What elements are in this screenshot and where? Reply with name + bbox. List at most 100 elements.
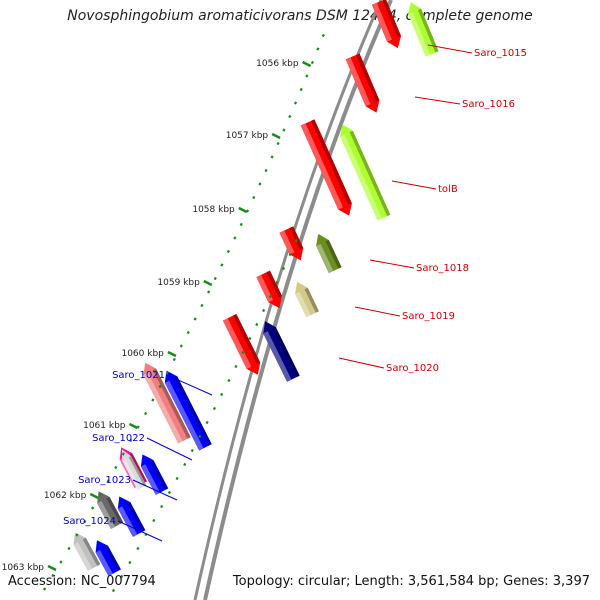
forward-strand-gene-2-body xyxy=(140,454,169,495)
inner-scale-dot xyxy=(275,280,279,285)
scale-dot xyxy=(83,519,87,524)
reverse-strand-gene-2 xyxy=(345,53,380,113)
reverse-strand-gene-6 xyxy=(222,313,261,375)
scale-dot xyxy=(121,452,125,456)
gene-Saro_1019 xyxy=(295,281,319,318)
kbp-tick-mark xyxy=(128,422,139,430)
scale-dot xyxy=(67,546,71,551)
topology-label: Topology: circular; Length: 3,561,584 bp… xyxy=(232,574,590,589)
inner-scale-dot xyxy=(144,532,148,537)
gene-Saro_1024-body xyxy=(73,532,101,571)
kbp-tick-mark xyxy=(271,132,281,140)
label-leader-Saro_1022 xyxy=(146,437,193,461)
inner-scale-dot xyxy=(241,350,245,355)
kbp-tick-mark xyxy=(238,206,248,214)
scale-dot xyxy=(91,506,95,510)
inner-scale-dot xyxy=(234,364,238,369)
gene-label-Saro_1022: Saro_1022 xyxy=(92,433,145,444)
gene-Saro_1018-body xyxy=(316,233,342,274)
kbp-tick-label: 1056 kbp xyxy=(256,59,299,69)
forward-strand-gene-3 xyxy=(117,496,146,537)
kbp-tick-mark xyxy=(302,60,312,68)
kbp-tick-label: 1062 kbp xyxy=(44,491,87,501)
gene-label-tolB: tolB xyxy=(438,184,458,195)
gene-filler-highlight xyxy=(122,459,141,490)
reverse-strand-gene-3-highlight xyxy=(300,123,343,210)
inner-scale-dot xyxy=(198,434,202,439)
gene-label-Saro_1024: Saro_1024 xyxy=(63,516,116,527)
reverse-strand-gene-1-highlight xyxy=(371,2,392,42)
gene-tolB-body xyxy=(340,124,391,221)
gene-Saro_1019-shade xyxy=(304,287,319,313)
kbp-tick-label: 1057 kbp xyxy=(226,131,269,141)
scale-dot xyxy=(207,290,211,294)
inner-scale-dot xyxy=(111,588,116,593)
gene-Saro_1015-highlight xyxy=(408,12,431,57)
forward-strand-gene-1-body xyxy=(164,370,212,451)
reverse-strand-gene-4-highlight xyxy=(279,230,295,255)
scale-dot xyxy=(276,141,280,146)
inner-scale-dot xyxy=(183,462,187,467)
scale-dot xyxy=(98,492,103,497)
scale-dot xyxy=(106,479,110,483)
gene-label-Saro_1020: Saro_1020 xyxy=(386,363,439,374)
inner-scale-dot xyxy=(120,574,124,579)
reverse-strand-gene-2-shade xyxy=(356,53,380,102)
kbp-tick-mark xyxy=(203,279,213,287)
reverse-strand-gene-4 xyxy=(279,226,304,261)
gene-label-Saro_1018: Saro_1018 xyxy=(416,263,469,274)
gene-Saro_1021-shade xyxy=(152,368,191,439)
scale-dot xyxy=(186,330,190,335)
scale-dot xyxy=(129,438,133,443)
forward-strand-gene-2-highlight xyxy=(140,464,161,495)
inner-scale-dot xyxy=(152,518,156,523)
forward-strand-gene-4-highlight xyxy=(95,550,113,577)
inner-scale-dot xyxy=(205,420,209,425)
reverse-strand-gene-5-highlight xyxy=(256,274,274,303)
inner-scale-dot xyxy=(248,336,252,341)
reverse-strand-gene-4-shade xyxy=(289,226,304,250)
scale-dot xyxy=(239,222,243,227)
scale-dot xyxy=(258,182,262,186)
scale-dot xyxy=(316,47,320,51)
gene-Saro_1015-body xyxy=(408,2,439,57)
label-leader-Saro_1021 xyxy=(166,374,213,396)
forward-strand-gene-4-body xyxy=(95,540,121,577)
label-leader-Saro_1023 xyxy=(132,479,178,501)
gene-Saro_1018-highlight xyxy=(316,243,334,274)
scale-dot xyxy=(158,384,162,389)
gene-tolB-highlight xyxy=(340,134,383,221)
label-leader-Saro_1018 xyxy=(369,259,415,269)
gene-Saro_1024 xyxy=(73,532,101,571)
gene-Saro_1024-highlight xyxy=(73,542,93,571)
kbp-tick-mark xyxy=(47,564,57,572)
inner-scale-dot xyxy=(268,294,272,299)
gene-label-Saro_1019: Saro_1019 xyxy=(402,311,455,322)
forward-strand-gene-4-shade xyxy=(104,545,121,572)
inner-scale-dot xyxy=(175,476,179,481)
scale-dot xyxy=(282,128,286,132)
scale-dot xyxy=(305,74,309,78)
scale-dot xyxy=(43,587,47,591)
inner-scale-dot xyxy=(190,448,194,453)
accession-label: Accession: NC_007794 xyxy=(8,574,156,589)
reverse-strand-gene-3 xyxy=(300,119,352,216)
kbp-tick-label: 1058 kbp xyxy=(192,205,235,215)
scale-dot xyxy=(193,317,197,321)
gene-tolB-shade xyxy=(349,130,391,217)
gene-Saro_1015 xyxy=(408,2,439,57)
scale-dot xyxy=(151,398,155,402)
label-leader-Saro_1015 xyxy=(427,44,473,54)
gene-Saro_1023 xyxy=(97,491,124,529)
inner-scale-dot xyxy=(212,406,217,411)
forward-strand-gene-1-highlight xyxy=(164,380,204,451)
scale-dot xyxy=(310,60,314,65)
scale-dot xyxy=(213,276,217,281)
gene-Saro_1019-body xyxy=(295,281,319,318)
scale-dot xyxy=(59,560,63,564)
forward-strand-gene-2-shade xyxy=(150,460,169,490)
kbp-tick-mark xyxy=(89,492,99,500)
inner-scale-dot xyxy=(227,378,231,383)
kbp-tick-label: 1059 kbp xyxy=(157,278,200,288)
